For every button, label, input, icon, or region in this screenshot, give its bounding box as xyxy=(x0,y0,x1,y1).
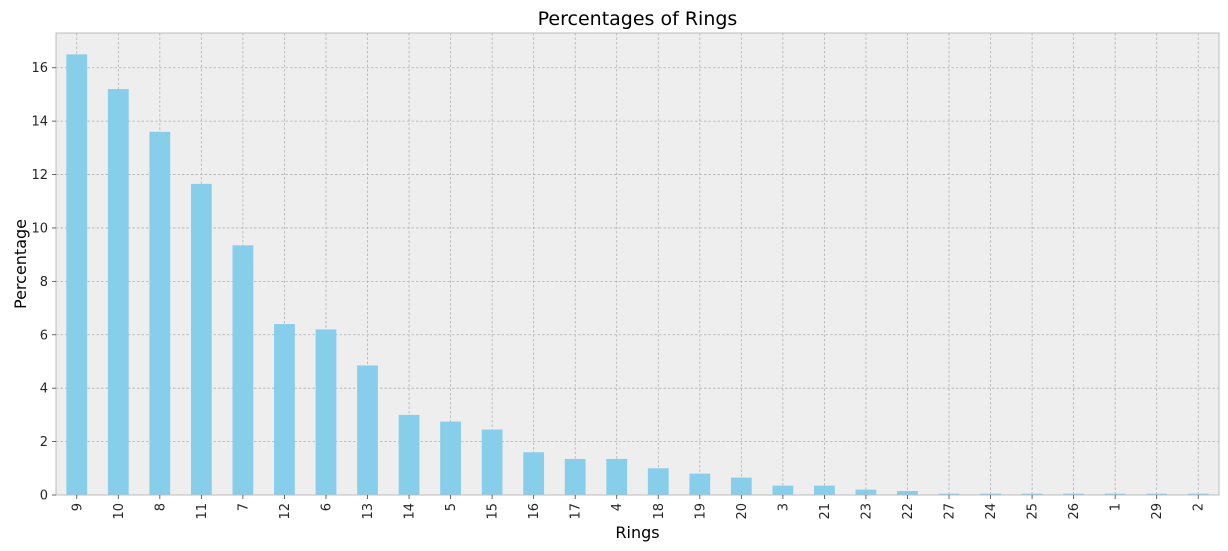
x-tick-label: 12 xyxy=(278,503,293,520)
bar-17 xyxy=(564,458,586,495)
bar-6 xyxy=(315,329,337,495)
bar-24 xyxy=(980,493,1001,495)
bar-23 xyxy=(855,489,877,495)
bar-21 xyxy=(814,485,835,495)
y-tick-label: 0 xyxy=(40,489,48,504)
bar-1 xyxy=(1104,493,1126,495)
bar-3 xyxy=(772,485,794,495)
x-tick-label: 16 xyxy=(527,503,542,520)
bar-8 xyxy=(149,131,171,495)
y-tick-label: 6 xyxy=(40,328,48,343)
x-tick-label: 19 xyxy=(693,503,708,520)
bar-29 xyxy=(1146,493,1168,495)
y-tick-label: 10 xyxy=(31,221,48,236)
bar-25 xyxy=(1021,493,1043,495)
bar-15 xyxy=(481,429,503,495)
plot-frame xyxy=(55,32,1220,496)
x-tick-label: 15 xyxy=(486,503,501,520)
bar-16 xyxy=(523,452,545,495)
bar-19 xyxy=(689,473,711,495)
x-tick-label: 14 xyxy=(403,503,418,520)
bar-2 xyxy=(1187,493,1209,495)
bar-12 xyxy=(274,324,295,495)
bar-7 xyxy=(232,245,254,495)
y-tick-label: 4 xyxy=(40,382,48,397)
x-axis-label: Rings xyxy=(615,523,659,542)
bar-14 xyxy=(398,414,420,495)
x-tick-label: 25 xyxy=(1026,503,1041,520)
bar-10 xyxy=(107,89,129,495)
x-tick-label: 21 xyxy=(818,503,833,520)
bar-4 xyxy=(606,458,628,495)
bar-11 xyxy=(190,183,212,495)
x-axis: 9 10 8 11 7 12 6 13 14 5 15 16 17 4 18 19 20 3 21 23 22 27 24 2… xyxy=(70,495,1207,520)
chart-title: Percentages of Rings xyxy=(538,8,738,30)
x-tick-label: 9 xyxy=(70,503,85,511)
x-tick-label: 27 xyxy=(943,503,958,520)
bar-22 xyxy=(897,490,918,495)
bar-9 xyxy=(66,54,88,495)
bar-13 xyxy=(357,365,378,495)
y-tick-label: 16 xyxy=(31,61,48,76)
x-tick-label: 20 xyxy=(735,503,750,520)
x-tick-label: 29 xyxy=(1150,503,1165,520)
y-axis: 0 2 4 6 8 10 12 14 16 xyxy=(31,61,56,504)
y-axis-label: Percentage xyxy=(11,219,30,309)
x-tick-label: 7 xyxy=(236,503,251,511)
x-tick-label: 24 xyxy=(984,503,999,520)
y-tick-label: 12 xyxy=(31,168,48,183)
x-tick-label: 26 xyxy=(1067,503,1082,520)
y-tick-label: 14 xyxy=(31,115,48,130)
x-tick-label: 5 xyxy=(444,503,459,511)
x-tick-label: 6 xyxy=(319,503,334,511)
x-tick-label: 11 xyxy=(195,503,210,520)
bars xyxy=(66,54,1209,495)
x-tick-label: 2 xyxy=(1192,503,1207,511)
bar-27 xyxy=(938,493,960,495)
x-tick-label: 18 xyxy=(652,503,667,520)
x-tick-label: 17 xyxy=(569,503,584,520)
x-tick-label: 3 xyxy=(776,503,791,511)
bar-18 xyxy=(647,468,669,495)
bar-20 xyxy=(730,477,752,495)
x-tick-label: 10 xyxy=(112,503,127,520)
y-tick-label: 2 xyxy=(40,435,48,450)
bar-5 xyxy=(440,421,461,495)
y-tick-label: 8 xyxy=(40,275,48,290)
x-tick-label: 1 xyxy=(1109,503,1124,511)
x-tick-label: 13 xyxy=(361,503,376,520)
x-tick-label: 4 xyxy=(610,503,625,511)
plot-area xyxy=(56,33,1219,495)
bar-26 xyxy=(1063,493,1085,495)
x-tick-label: 8 xyxy=(153,503,168,511)
x-tick-label: 22 xyxy=(901,503,916,520)
x-tick-label: 23 xyxy=(859,503,874,520)
